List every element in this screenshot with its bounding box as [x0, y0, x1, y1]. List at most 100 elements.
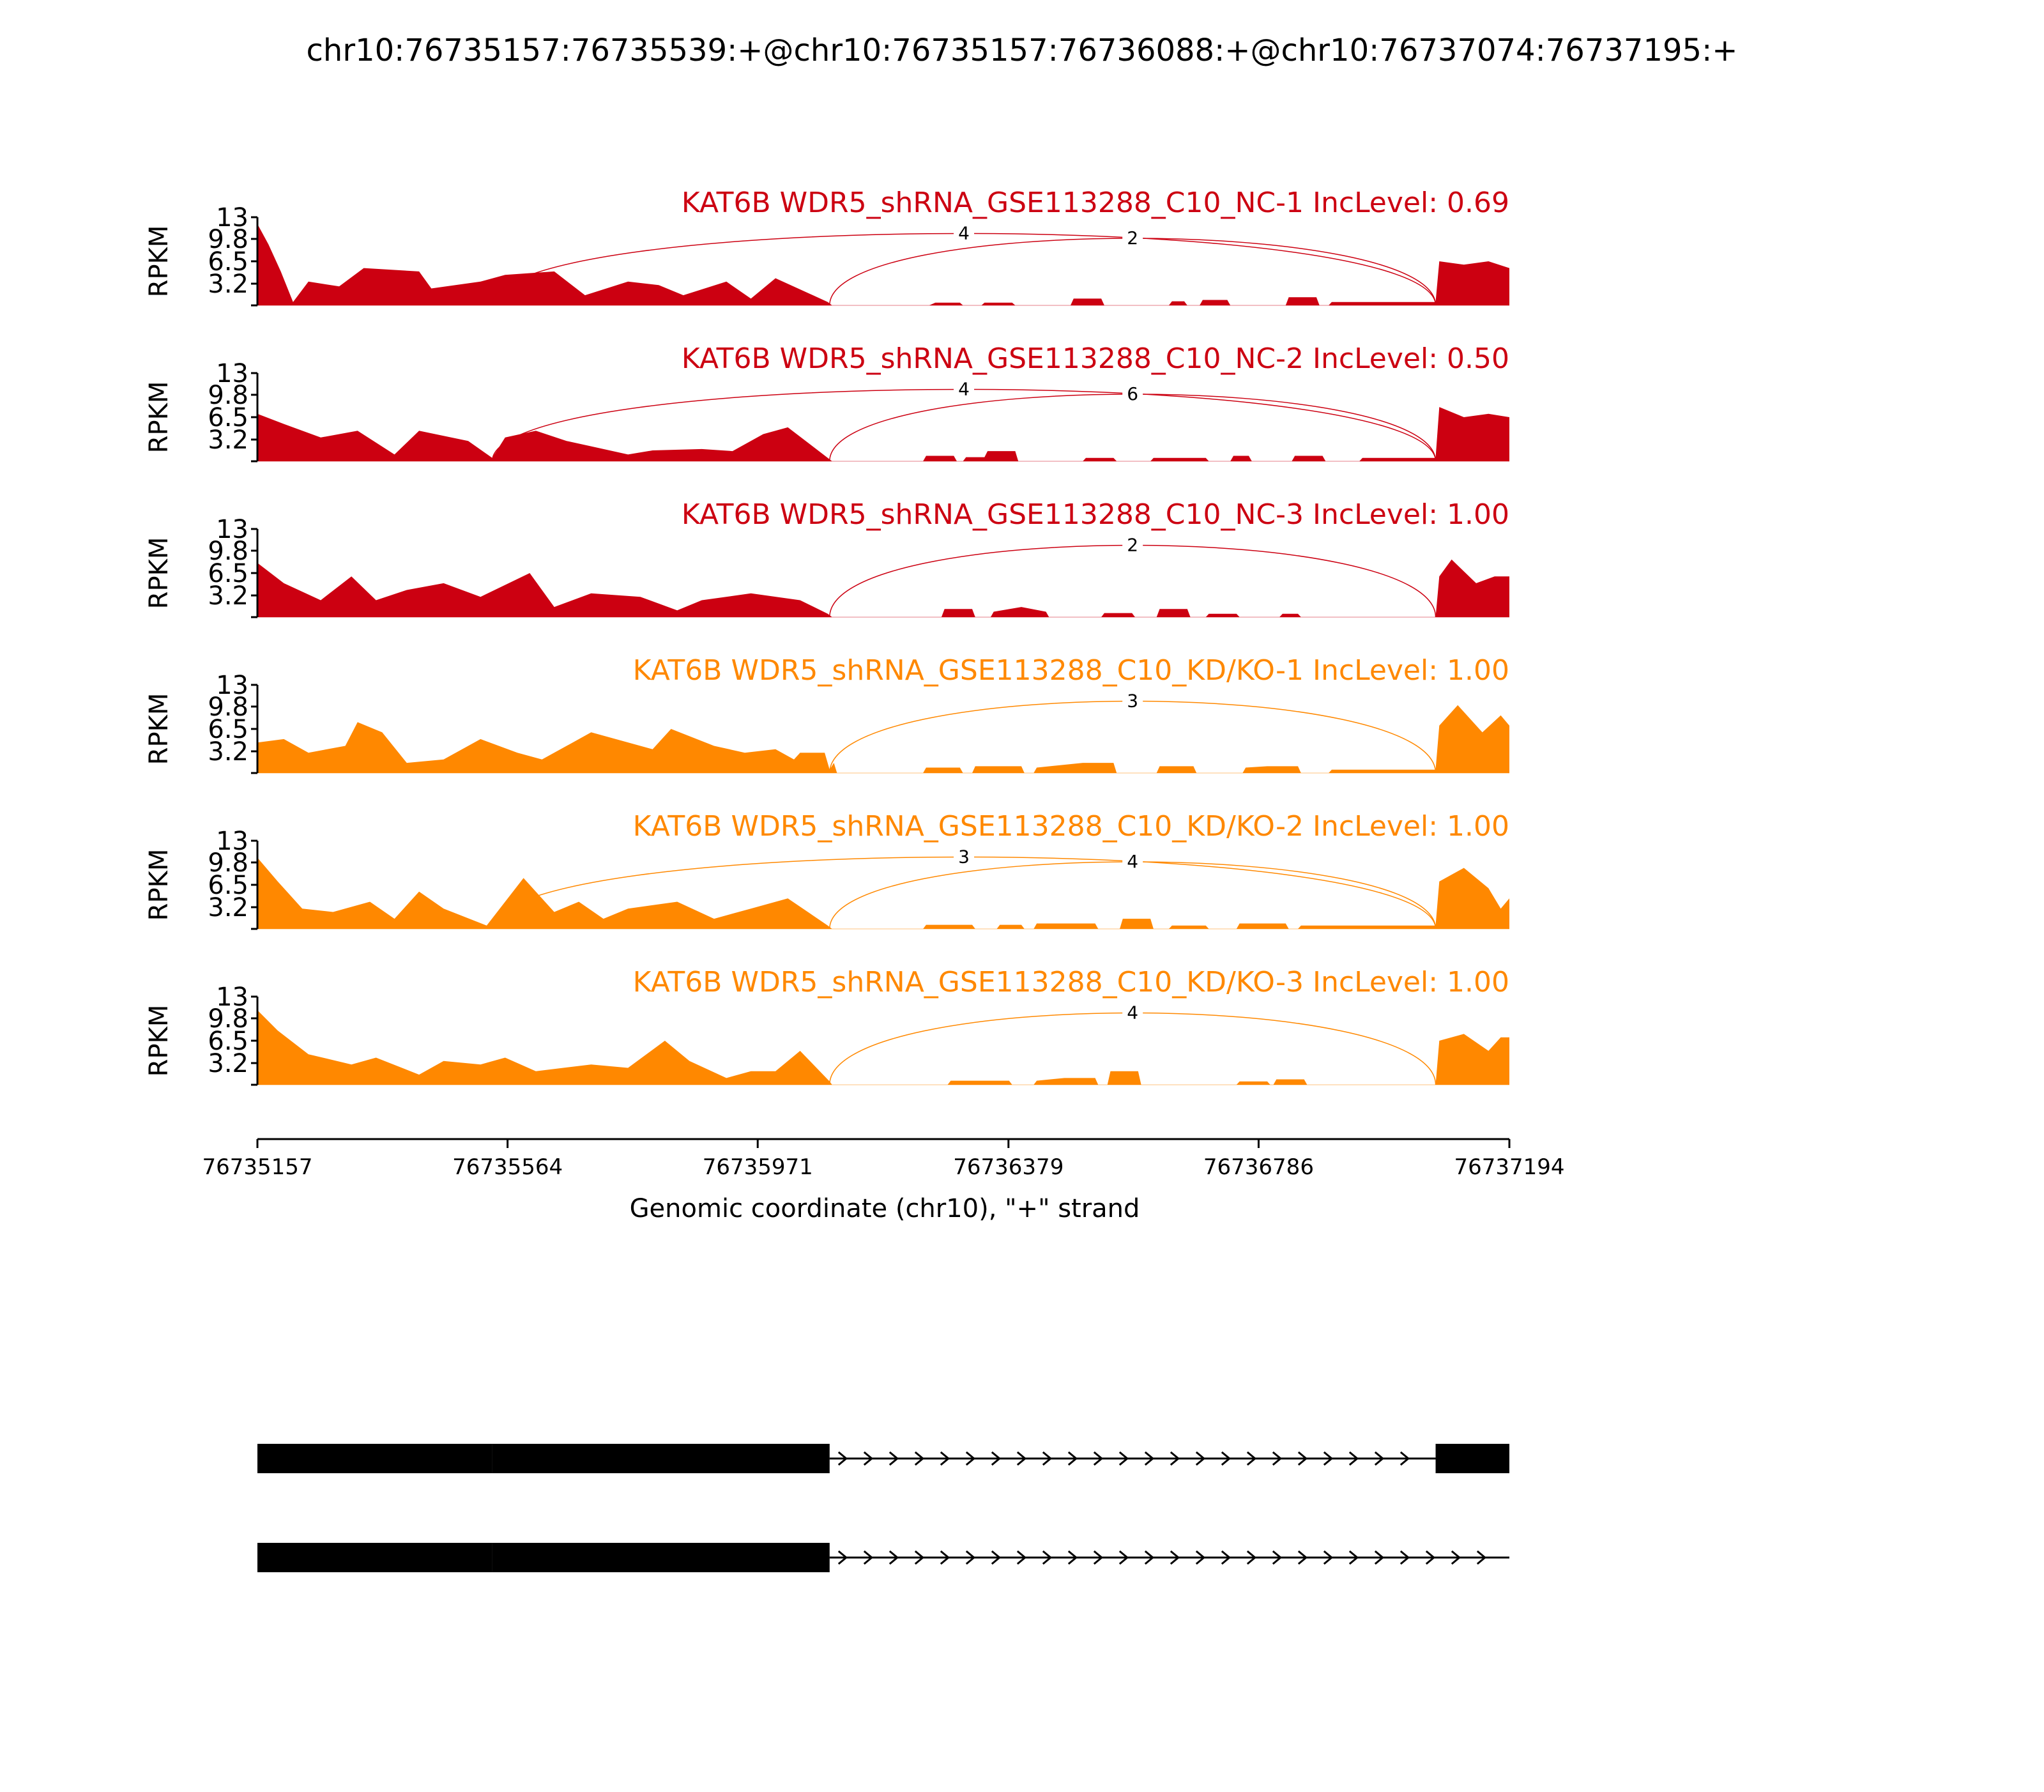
strand-arrow-icon [1348, 1451, 1359, 1466]
y-tick-label: 9.8 [208, 381, 248, 410]
y-tick-label: 6.5 [208, 247, 248, 277]
strand-arrow-icon [889, 1550, 899, 1565]
strand-arrow-icon [1246, 1550, 1257, 1565]
exon-block [257, 1543, 492, 1572]
x-tick-label: 76736786 [1203, 1154, 1314, 1180]
strand-arrow-icon [889, 1451, 899, 1466]
y-tick-label: 6.5 [208, 1027, 248, 1056]
y-axis-label: RPKM [144, 693, 174, 765]
y-tick-label: 3.2 [208, 581, 248, 611]
strand-arrow-icon [1093, 1550, 1104, 1565]
strand-arrow-icon [863, 1550, 874, 1565]
y-tick-label: 9.8 [208, 848, 248, 878]
track-panel: 4 2 3.26.59.813 RPKM KAT6B WDR5_shRNA_GSE113… [144, 187, 1509, 307]
strand-arrow-icon [1400, 1550, 1410, 1565]
strand-arrow-icon [1348, 1550, 1359, 1565]
strand-arrow-icon [1221, 1550, 1232, 1565]
y-tick-label: 3.2 [208, 1049, 248, 1078]
junction-label-bg [1122, 688, 1143, 710]
y-axis-label: RPKM [144, 381, 174, 454]
series-title: KAT6B WDR5_shRNA_GSE113288_C10_NC-1 IncL… [682, 187, 1509, 219]
junction-count-label: 2 [1127, 535, 1138, 556]
strand-arrow-icon [1144, 1550, 1155, 1565]
coverage-area [257, 1010, 1509, 1085]
y-tick-label: 13 [216, 983, 248, 1012]
exon-block [492, 1444, 830, 1473]
strand-arrow-icon [1297, 1550, 1308, 1565]
strand-arrow-icon [1118, 1451, 1129, 1466]
exon-block [257, 1444, 492, 1473]
junction-count-label: 3 [958, 846, 970, 868]
junction-label-bg [1122, 381, 1143, 403]
junction-count-label: 4 [958, 223, 970, 244]
strand-arrow-icon [1067, 1550, 1078, 1565]
strand-arrow-icon [914, 1451, 925, 1466]
strand-arrow-icon [1221, 1451, 1232, 1466]
coverage-area [257, 224, 1509, 305]
y-axis-label: RPKM [144, 849, 174, 921]
coverage-area [257, 857, 1509, 929]
strand-arrow-icon [837, 1451, 848, 1466]
junction-label-bg [954, 220, 975, 243]
y-tick-label: 13 [216, 671, 248, 700]
strand-arrow-icon [991, 1451, 1002, 1466]
strand-arrow-icon [1042, 1451, 1053, 1466]
strand-arrow-icon [1067, 1451, 1078, 1466]
track-panel: 3 4 3.26.59.813 RPKM KAT6B WDR5_shRNA_GSE113… [144, 810, 1509, 930]
y-tick-label: 13 [216, 203, 248, 233]
strand-arrow-icon [1246, 1451, 1257, 1466]
y-tick-label: 6.5 [208, 871, 248, 900]
strand-arrow-icon [1042, 1550, 1053, 1565]
series-title: KAT6B WDR5_shRNA_GSE113288_C10_KD/KO-1 I… [633, 654, 1509, 687]
strand-arrow-icon [1016, 1451, 1027, 1466]
strand-arrow-icon [940, 1550, 950, 1565]
strand-arrow-icon [1272, 1550, 1283, 1565]
strand-arrow-icon [1272, 1451, 1283, 1466]
strand-arrow-icon [1323, 1550, 1334, 1565]
strand-arrow-icon [914, 1550, 925, 1565]
x-tick-label: 76736379 [953, 1154, 1064, 1180]
junction-arc [491, 388, 1437, 462]
y-tick-label: 3.2 [208, 893, 248, 923]
junction-label-bg [1122, 849, 1143, 871]
strand-arrow-icon [1425, 1550, 1436, 1565]
isoform-track [257, 1444, 1509, 1473]
chart-title: chr10:76735157:76735539:+@chr10:76735157… [307, 33, 1738, 68]
y-tick-label: 6.5 [208, 403, 248, 433]
strand-arrow-icon [1374, 1451, 1385, 1466]
y-tick-label: 6.5 [208, 715, 248, 744]
y-tick-label: 3.2 [208, 270, 248, 299]
strand-arrow-icon [1093, 1451, 1104, 1466]
y-axis-label: RPKM [144, 537, 174, 609]
strand-arrow-icon [1476, 1550, 1487, 1565]
strand-arrow-icon [940, 1451, 950, 1466]
junction-count-label: 4 [958, 379, 970, 400]
y-tick-label: 3.2 [208, 737, 248, 767]
junction-label-bg [954, 376, 975, 399]
junction-count-label: 4 [1127, 1002, 1138, 1023]
x-tick-label: 76735564 [452, 1154, 563, 1180]
junction-arc [829, 700, 1437, 774]
strand-arrow-icon [1170, 1451, 1180, 1466]
y-tick-label: 9.8 [208, 225, 248, 254]
y-tick-label: 13 [216, 359, 248, 388]
y-tick-label: 3.2 [208, 425, 248, 455]
junction-count-label: 2 [1127, 227, 1138, 249]
track-panel: 2 3.26.59.813 RPKM KAT6B WDR5_shRNA_GSE1132… [144, 498, 1509, 618]
track-panel: 4 6 3.26.59.813 RPKM KAT6B WDR5_shRNA_GSE113… [144, 342, 1509, 463]
strand-arrow-icon [1170, 1550, 1180, 1565]
series-title: KAT6B WDR5_shRNA_GSE113288_C10_KD/KO-3 I… [633, 966, 1509, 999]
junction-arc [829, 544, 1437, 618]
coverage-area [257, 705, 1509, 773]
strand-arrow-icon [837, 1550, 848, 1565]
junction-label-bg [954, 844, 975, 866]
x-axis: 76735157 76735564 76735971 76736379 76736786… [202, 1138, 1565, 1180]
strand-arrow-icon [1297, 1451, 1308, 1466]
strand-arrow-icon [1374, 1550, 1385, 1565]
y-tick-label: 9.8 [208, 537, 248, 566]
strand-arrow-icon [1118, 1550, 1129, 1565]
junction-count-label: 6 [1127, 383, 1138, 404]
strand-arrow-icon [1144, 1451, 1155, 1466]
strand-arrow-icon [991, 1550, 1002, 1565]
